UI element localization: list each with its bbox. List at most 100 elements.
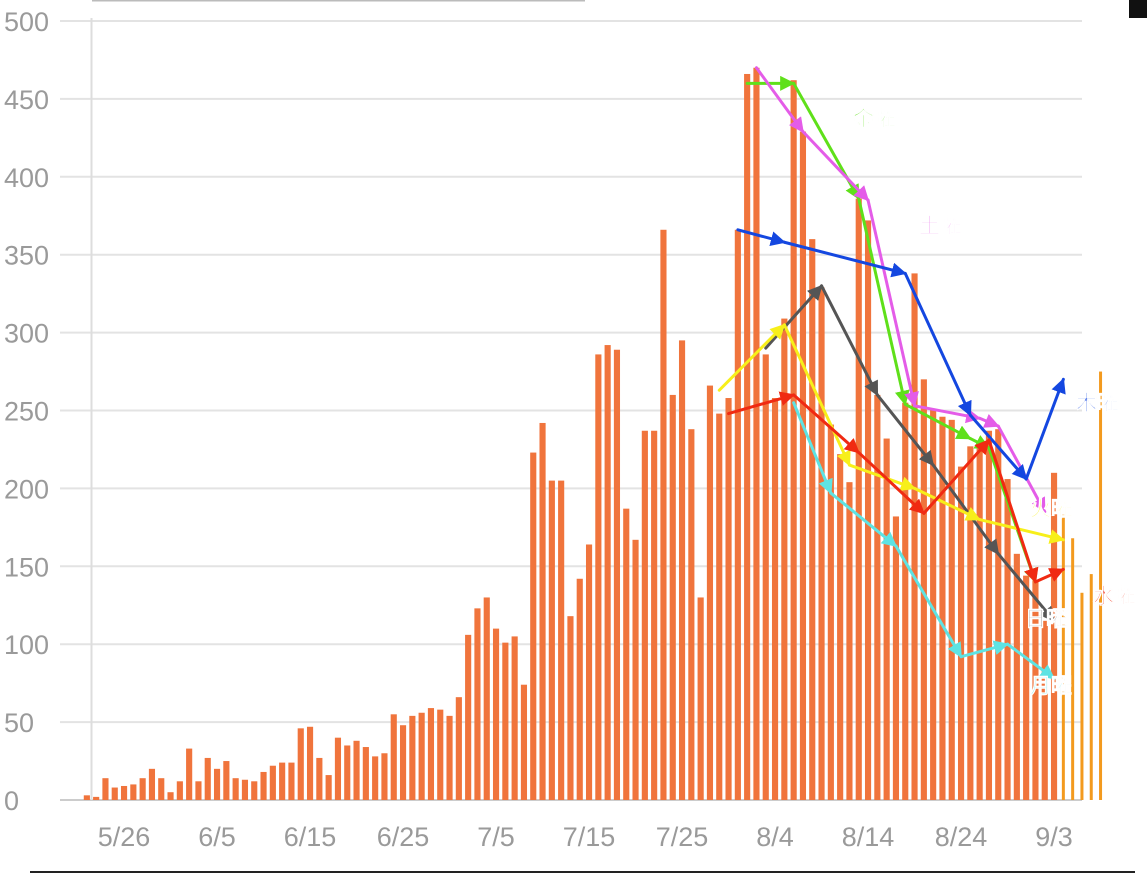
trend-segment (857, 451, 926, 515)
bar (985, 430, 993, 800)
weekday-labels: 金曜 土曜 木曜 火曜 水曜 日曜 月曜 (852, 107, 1136, 699)
trend-segment (968, 413, 1028, 481)
bar (855, 198, 862, 800)
bar (381, 753, 388, 800)
bar (595, 354, 602, 800)
bar (483, 597, 490, 800)
bar (111, 787, 118, 800)
y-tick-label: 100 (4, 630, 49, 660)
weekday-label-thursday: 木曜 (1075, 391, 1118, 415)
bar (781, 318, 788, 800)
bar (186, 748, 193, 800)
bar (530, 452, 537, 800)
y-tick-label: 50 (4, 708, 34, 738)
bar (976, 446, 983, 800)
y-tick-label: 0 (4, 786, 19, 816)
bar (920, 379, 927, 800)
bar (306, 726, 314, 800)
bar (409, 715, 416, 800)
bar (427, 708, 435, 800)
bar (957, 466, 965, 800)
bar (492, 628, 500, 800)
bar (1023, 575, 1030, 800)
weekday-label-saturday: 土曜 (919, 214, 961, 238)
trend-segment (857, 197, 910, 406)
bar (678, 340, 686, 800)
trend-segment (820, 284, 879, 397)
trend-segment (996, 552, 1056, 623)
weekday-label-monday: 月曜 (1029, 674, 1072, 698)
bar (372, 756, 379, 800)
bar (744, 73, 751, 801)
bar (176, 781, 183, 800)
bar (716, 413, 723, 800)
y-tick-label: 300 (4, 319, 49, 349)
bar (837, 454, 844, 800)
bar (725, 398, 732, 800)
bar (269, 765, 276, 800)
bar (130, 784, 137, 800)
forecast-bar (1071, 538, 1075, 800)
trend-segment (782, 240, 907, 278)
bar (623, 508, 630, 800)
bar (297, 728, 304, 800)
bar (241, 779, 249, 800)
bar (734, 229, 741, 801)
bar (251, 781, 258, 800)
corner-marker (1129, 0, 1147, 18)
bar (1041, 620, 1048, 800)
trend-segment (736, 228, 786, 246)
x-tick-label: 7/5 (477, 822, 515, 852)
trend-segment (913, 486, 982, 522)
bars (83, 67, 1058, 801)
bar (325, 775, 332, 800)
x-tick-label: 9/3 (1035, 822, 1073, 852)
bar (93, 796, 100, 800)
forecast-bar (1099, 371, 1103, 800)
trend-segment (866, 198, 919, 408)
bar (799, 131, 807, 801)
trend-segment (792, 393, 861, 455)
bar (911, 273, 918, 800)
forecast-bars (1061, 371, 1103, 800)
bar (790, 80, 797, 801)
bar (139, 778, 146, 800)
bar (158, 778, 165, 800)
x-tick-label: 8/24 (935, 822, 988, 852)
bar (641, 430, 648, 800)
x-tick-label: 5/26 (98, 822, 151, 852)
trend-segment (847, 463, 917, 491)
bar (502, 642, 509, 800)
bar (697, 597, 704, 800)
y-axis: 0 50 100 150 200 250 300 350 400 450 500 (4, 7, 49, 816)
bar (604, 345, 611, 800)
bar (167, 792, 174, 800)
bar (827, 424, 834, 800)
x-tick-label: 6/15 (284, 822, 337, 852)
bar (762, 354, 769, 800)
bar (334, 737, 342, 800)
bar (260, 771, 267, 800)
bar (613, 349, 621, 800)
y-tick-label: 500 (4, 7, 49, 37)
bar (279, 762, 286, 800)
bar (195, 781, 202, 800)
trend-segment (829, 491, 898, 548)
x-tick-label: 8/14 (842, 822, 895, 852)
bar (1050, 472, 1058, 800)
bar (102, 778, 109, 800)
bar (120, 785, 128, 800)
y-tick-label: 150 (4, 552, 49, 582)
bar (558, 480, 565, 800)
bar (437, 709, 444, 800)
bar (846, 482, 853, 800)
bar (399, 725, 407, 800)
bar (585, 544, 593, 800)
bar (753, 67, 760, 801)
trend-segment (875, 393, 935, 467)
weekday-label-wednesday: 水曜 (1093, 584, 1135, 608)
bar (474, 608, 481, 800)
trend-segment (782, 323, 851, 467)
y-tick-label: 450 (4, 85, 49, 115)
